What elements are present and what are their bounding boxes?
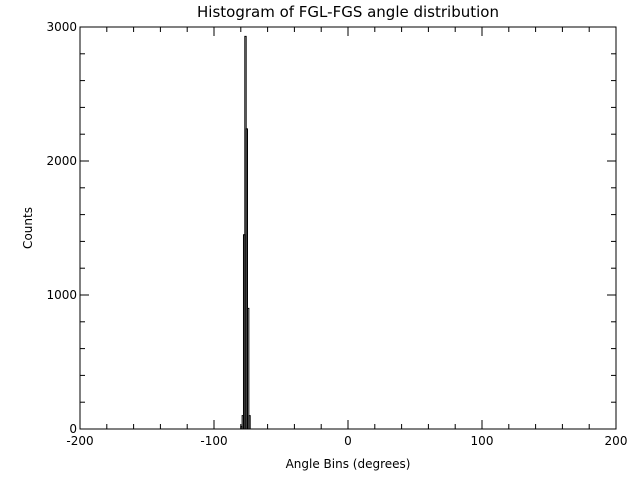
x-tick-label: 100 [471, 434, 494, 448]
x-axis-label: Angle Bins (degrees) [286, 457, 411, 471]
y-tick-label: 0 [69, 422, 77, 436]
x-tick-label: -200 [66, 434, 93, 448]
chart-title: Histogram of FGL-FGS angle distribution [197, 3, 499, 21]
histogram-bar [247, 307, 250, 429]
x-tick-label: 0 [344, 434, 352, 448]
y-axis-label: Counts [21, 207, 35, 249]
x-tick-label: -100 [200, 434, 227, 448]
plot-frame [79, 26, 617, 430]
y-tick-label: 1000 [46, 288, 77, 302]
histogram-bar [245, 128, 248, 429]
histogram-bar [248, 415, 251, 429]
x-tick-label: 200 [605, 434, 628, 448]
y-tick-label: 3000 [46, 20, 77, 34]
y-tick-label: 2000 [46, 154, 77, 168]
